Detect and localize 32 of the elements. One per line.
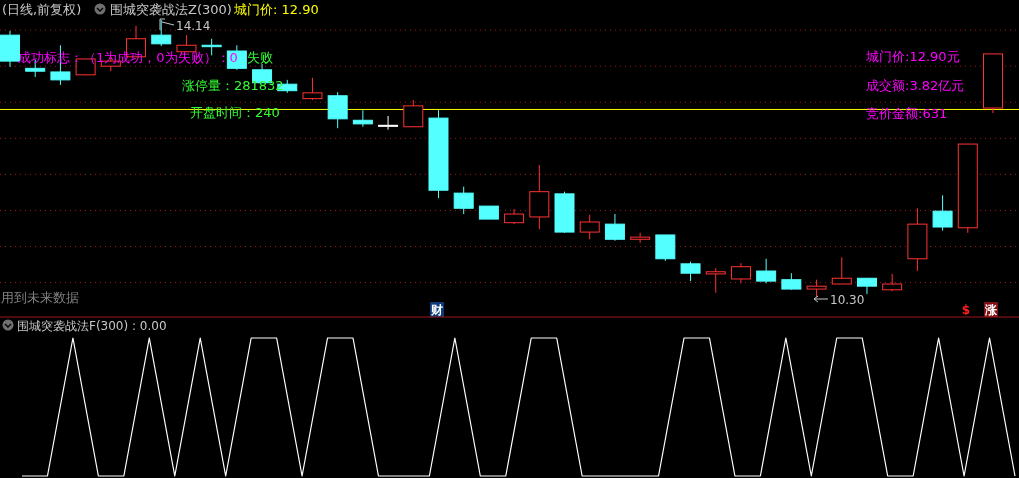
text: $: [961, 303, 971, 317]
ref-line-label: 城门价: 12.90: [233, 2, 319, 17]
candlestick: [932, 194, 953, 232]
candlestick: [453, 186, 474, 215]
candlestick: [630, 232, 651, 244]
annotation: 失败: [247, 50, 273, 65]
text: 财: [430, 303, 443, 317]
candlestick: [680, 261, 701, 282]
candlestick: [604, 213, 625, 242]
candlestick: [579, 214, 600, 240]
candlestick: [655, 234, 676, 262]
annotation: 竞价金额:631: [866, 106, 948, 121]
annotation: 成交额:3.82亿元: [866, 78, 965, 93]
candlestick: [705, 267, 726, 294]
candlestick: [302, 77, 323, 101]
candlestick: [831, 256, 852, 285]
candlestick: [756, 258, 777, 284]
chart-subtitle: 围城突袭战法Z(300): [110, 2, 232, 17]
annotation: 14.14: [176, 19, 211, 33]
chart-title: (日线,前复权): [2, 2, 82, 17]
candlestick: [730, 262, 751, 284]
candlestick: [352, 109, 373, 128]
annotation: 涨停量：281832: [182, 78, 284, 93]
chart-title: 围城突袭战法F(300) : 0.00: [17, 319, 167, 333]
text: 涨: [984, 303, 998, 317]
candlestick: [378, 115, 399, 131]
annotation: 用到未来数据: [1, 290, 79, 305]
annotation: 城门价:12.90元: [865, 49, 960, 64]
candlestick: [403, 99, 424, 128]
candlestick: [151, 19, 172, 47]
annotation: 10.30: [830, 293, 865, 307]
candlestick: [327, 91, 348, 129]
